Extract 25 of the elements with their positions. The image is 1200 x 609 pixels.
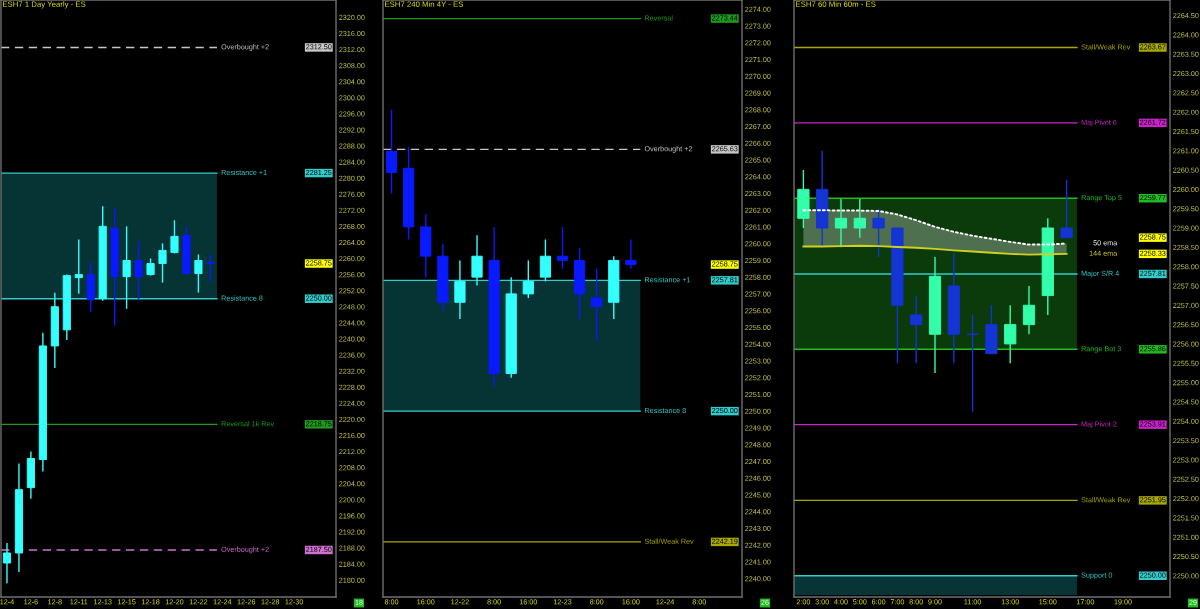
- candlestick: [910, 294, 923, 364]
- candlestick: [74, 238, 83, 295]
- candlestick: [872, 207, 885, 258]
- candlestick: [206, 253, 215, 283]
- candlestick: [158, 242, 167, 284]
- candlestick: [385, 108, 398, 195]
- candlestick: [853, 198, 866, 239]
- candlestick: [454, 259, 466, 320]
- candlestick: [1022, 285, 1036, 335]
- candlestick: [1004, 304, 1017, 364]
- candlestick: [556, 226, 569, 270]
- candlestick: [834, 198, 848, 248]
- candlestick: [122, 225, 131, 310]
- candlestick: [2, 542, 12, 584]
- candlestick: [625, 238, 637, 270]
- candlestick: [170, 219, 179, 255]
- candlestick: [134, 240, 143, 301]
- line-series: [802, 244, 1068, 256]
- candlestick: [1060, 178, 1073, 239]
- candlestick: [539, 238, 552, 283]
- candlestick: [522, 259, 534, 299]
- candlestick: [591, 268, 603, 341]
- candlestick: [966, 314, 979, 413]
- candlestick: [471, 234, 483, 287]
- candlestick: [194, 253, 203, 294]
